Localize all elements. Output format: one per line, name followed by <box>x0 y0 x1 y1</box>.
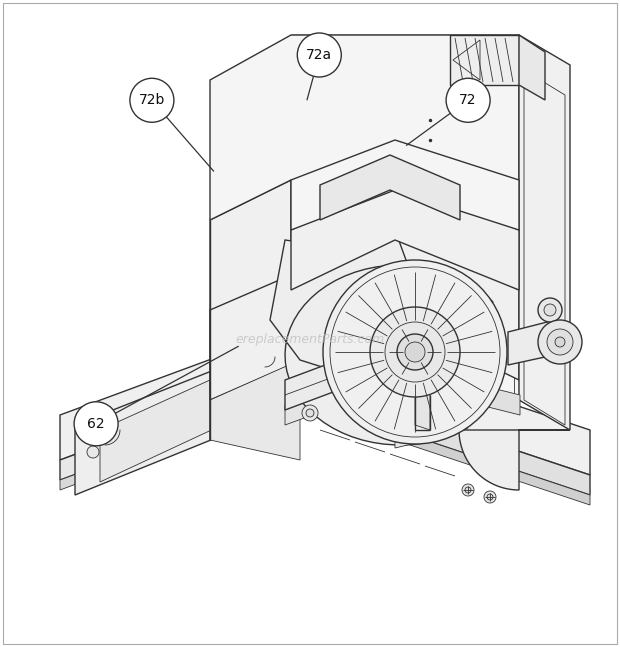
Circle shape <box>397 334 433 370</box>
Polygon shape <box>420 370 520 415</box>
Polygon shape <box>285 365 395 425</box>
Polygon shape <box>290 395 590 505</box>
Polygon shape <box>291 180 519 290</box>
Circle shape <box>487 494 493 500</box>
Circle shape <box>385 322 445 382</box>
Circle shape <box>87 446 99 458</box>
Polygon shape <box>291 35 519 145</box>
Circle shape <box>465 487 471 493</box>
Polygon shape <box>395 412 450 448</box>
Polygon shape <box>100 355 265 482</box>
Polygon shape <box>450 35 519 85</box>
Polygon shape <box>60 395 290 490</box>
Circle shape <box>547 329 573 355</box>
Text: 72b: 72b <box>139 93 165 107</box>
Text: 72: 72 <box>459 93 477 107</box>
Circle shape <box>538 298 562 322</box>
Polygon shape <box>210 230 519 400</box>
Polygon shape <box>210 35 519 220</box>
Text: 62: 62 <box>87 417 105 431</box>
Circle shape <box>74 402 118 446</box>
Polygon shape <box>459 430 570 490</box>
Polygon shape <box>291 35 519 400</box>
Polygon shape <box>60 375 290 480</box>
Circle shape <box>302 405 318 421</box>
Polygon shape <box>60 330 590 475</box>
Text: 72a: 72a <box>306 48 332 62</box>
Circle shape <box>446 78 490 122</box>
Polygon shape <box>290 375 590 495</box>
Circle shape <box>405 342 425 362</box>
Circle shape <box>484 491 496 503</box>
Circle shape <box>130 78 174 122</box>
Polygon shape <box>519 35 545 100</box>
Polygon shape <box>210 180 291 440</box>
Circle shape <box>555 337 565 347</box>
Text: ereplacementParts.com: ereplacementParts.com <box>236 333 384 347</box>
Circle shape <box>538 320 582 364</box>
Polygon shape <box>285 352 360 410</box>
Circle shape <box>544 304 556 316</box>
Polygon shape <box>320 155 460 220</box>
Polygon shape <box>415 390 430 430</box>
Circle shape <box>462 484 474 496</box>
Polygon shape <box>210 360 300 460</box>
Polygon shape <box>519 35 570 430</box>
Polygon shape <box>291 140 519 230</box>
Circle shape <box>323 260 507 444</box>
Circle shape <box>298 33 341 77</box>
Polygon shape <box>508 320 568 365</box>
Polygon shape <box>270 230 493 445</box>
Circle shape <box>306 409 314 417</box>
Circle shape <box>370 307 460 397</box>
Polygon shape <box>75 342 285 495</box>
